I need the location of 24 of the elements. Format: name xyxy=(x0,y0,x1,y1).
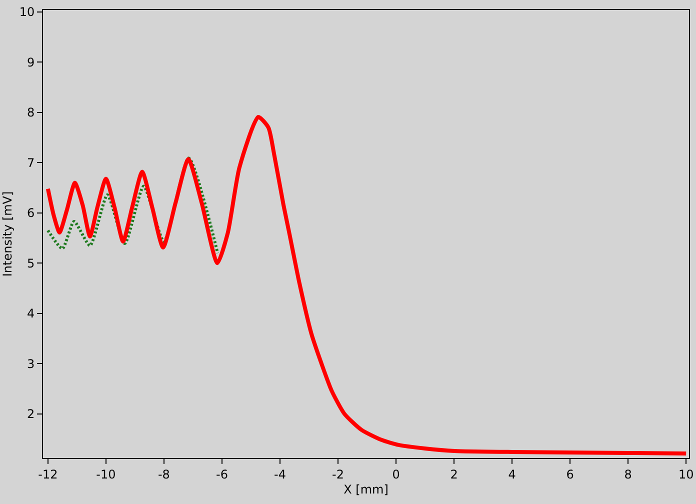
y-tick-label: 6 xyxy=(26,206,35,220)
y-tick-label: 9 xyxy=(26,55,35,70)
y-tick-label: 10 xyxy=(19,5,35,20)
x-tick-label: -4 xyxy=(274,467,286,482)
y-tick-label: 4 xyxy=(26,306,35,321)
x-tick-label: -8 xyxy=(158,467,170,482)
x-tick-label: 10 xyxy=(678,467,694,482)
line-series xyxy=(46,114,688,456)
x-tick-label: 4 xyxy=(508,467,516,482)
x-axis-title: X [mm] xyxy=(344,482,388,496)
x-tick-label: 2 xyxy=(450,467,458,482)
y-tick-label: 7 xyxy=(26,156,35,170)
y-tick-label: 8 xyxy=(26,106,35,120)
x-tick-label: -2 xyxy=(332,467,344,482)
x-tick-label: 8 xyxy=(624,467,632,482)
x-tick-label: -12 xyxy=(38,467,58,482)
y-tick-label: 2 xyxy=(26,407,35,421)
y-tick-label: 5 xyxy=(26,256,35,270)
x-tick-label: 6 xyxy=(566,467,574,482)
x-tick-label: 0 xyxy=(392,467,400,482)
y-tick-label: 3 xyxy=(26,356,35,371)
x-tick-label: -6 xyxy=(216,467,228,482)
x-tick-label: -10 xyxy=(96,467,116,482)
y-axis-title: Intensity [mV] xyxy=(0,191,15,277)
